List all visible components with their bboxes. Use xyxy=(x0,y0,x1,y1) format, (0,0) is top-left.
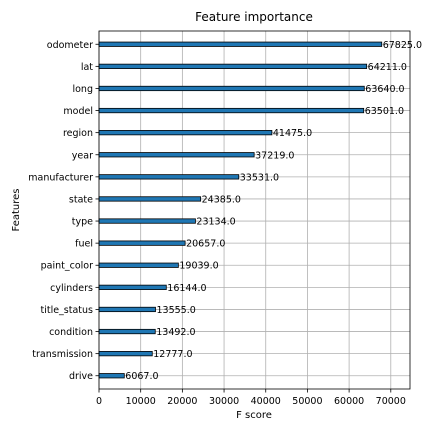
value-label: 20657.0 xyxy=(186,239,225,250)
y-axis-label: Features xyxy=(11,189,22,232)
bar-manufacturer xyxy=(98,174,240,180)
category-label: cylinders xyxy=(50,283,93,294)
category-label: transmission xyxy=(32,349,93,360)
bar-state xyxy=(98,196,202,202)
bar-long xyxy=(98,85,365,92)
category-label: lat xyxy=(81,62,93,73)
bar-cylinders xyxy=(98,284,167,290)
bar-lat xyxy=(98,63,368,69)
x-axis-ticks: 0 10000 20000 30000 40000 50000 60000 70000 xyxy=(96,389,406,407)
x-tick-label: 10000 xyxy=(126,396,156,407)
value-label: 24385.0 xyxy=(202,194,241,205)
value-label: 19039.0 xyxy=(179,261,218,272)
value-label: 13492.0 xyxy=(156,327,195,338)
x-tick-label: 30000 xyxy=(209,396,239,407)
value-label: 33531.0 xyxy=(240,172,279,183)
bar-region xyxy=(98,130,273,136)
bar-condition xyxy=(98,328,156,335)
x-tick-label: 20000 xyxy=(167,396,197,407)
value-label: 41475.0 xyxy=(273,128,312,139)
value-label: 67825.0 xyxy=(383,40,422,51)
bar-transmission xyxy=(98,351,153,357)
chart-title: Feature importance xyxy=(195,10,313,24)
x-tick-label: 50000 xyxy=(292,396,322,407)
value-label: 13555.0 xyxy=(157,305,196,316)
bars: 6067.0 12777.0 13492.0 13555.0 16144.0 19039.… xyxy=(98,40,422,382)
value-label: 6067.0 xyxy=(125,371,158,382)
value-label: 12777.0 xyxy=(153,349,192,360)
x-tick-label: 60000 xyxy=(334,396,364,407)
value-label: 63501.0 xyxy=(365,106,404,117)
y-axis-ticks: drive transmission condition title_status cy… xyxy=(28,40,99,382)
category-label: year xyxy=(72,150,93,161)
bar-type xyxy=(98,218,196,224)
category-label: fuel xyxy=(75,239,93,250)
plot-frame xyxy=(98,30,411,390)
value-label: 37219.0 xyxy=(255,150,294,161)
value-label: 63640.0 xyxy=(365,84,404,95)
category-label: model xyxy=(63,106,93,117)
value-label: 23134.0 xyxy=(196,217,235,228)
value-label: 16144.0 xyxy=(167,283,206,294)
x-tick-label: 40000 xyxy=(251,396,281,407)
category-label: title_status xyxy=(40,305,93,316)
category-label: drive xyxy=(69,371,93,382)
x-tick-label: 70000 xyxy=(376,396,406,407)
bar-title-status xyxy=(98,306,156,313)
category-label: odometer xyxy=(47,40,93,51)
x-axis-label: F score xyxy=(236,410,272,421)
x-tick-label: 0 xyxy=(96,396,102,407)
bar-model xyxy=(98,107,365,114)
bar-fuel xyxy=(98,240,186,246)
category-label: long xyxy=(72,84,93,95)
category-label: paint_color xyxy=(41,261,93,272)
category-label: condition xyxy=(49,327,93,338)
category-label: region xyxy=(63,128,93,139)
bar-odometer xyxy=(98,41,383,47)
bar-paint-color xyxy=(98,262,179,268)
bar-year xyxy=(98,152,255,158)
bar-drive xyxy=(98,373,125,379)
grid-lines xyxy=(98,31,410,389)
category-label: type xyxy=(72,217,93,228)
category-label: manufacturer xyxy=(28,172,93,183)
category-label: state xyxy=(69,194,93,205)
value-label: 64211.0 xyxy=(368,62,407,73)
